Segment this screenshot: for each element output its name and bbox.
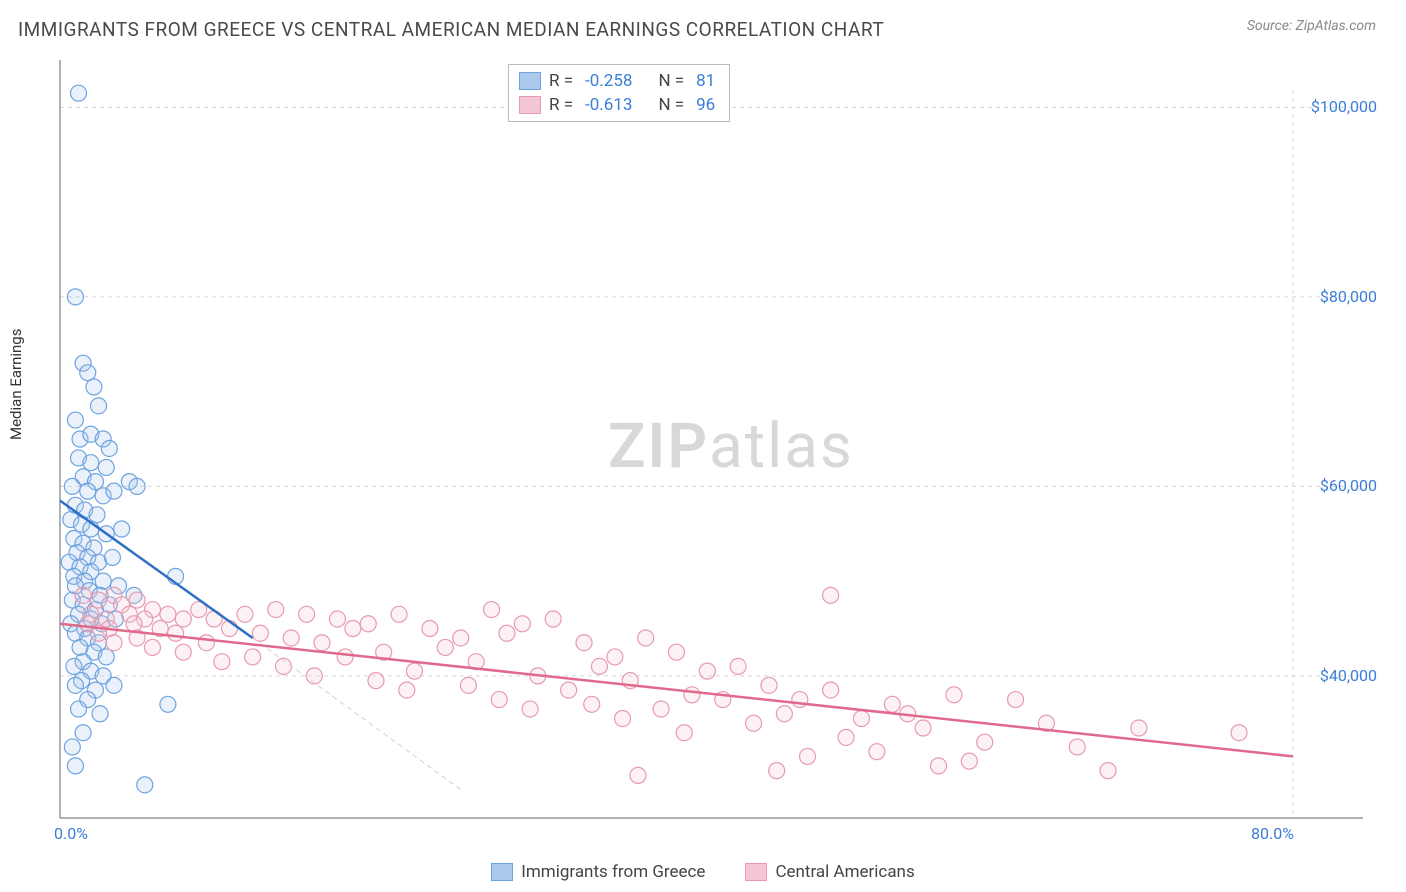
stats-row: R = -0.613 N = 96 bbox=[519, 93, 719, 117]
n-label: N = bbox=[658, 71, 684, 91]
legend-item: Immigrants from Greece bbox=[491, 862, 705, 882]
header: IMMIGRANTS FROM GREECE VS CENTRAL AMERIC… bbox=[0, 0, 1406, 49]
r-label: R = bbox=[549, 71, 573, 91]
source-label: Source: ZipAtlas.com bbox=[1247, 18, 1376, 34]
n-value: 96 bbox=[696, 95, 715, 115]
bottom-legend: Immigrants from Greece Central Americans bbox=[0, 856, 1406, 892]
legend-item: Central Americans bbox=[745, 862, 914, 882]
stats-box: R = -0.258 N = 81 R = -0.613 N = 96 bbox=[508, 64, 730, 122]
y-tick-label: $80,000 bbox=[1297, 287, 1377, 306]
legend-label: Immigrants from Greece bbox=[521, 862, 705, 882]
r-label: R = bbox=[549, 95, 573, 115]
n-label: N = bbox=[658, 95, 684, 115]
x-tick-label: 0.0% bbox=[54, 824, 88, 843]
chart-area: Median Earnings ZIPatlas R =-0.258N =81R… bbox=[48, 60, 1378, 820]
chart-title: IMMIGRANTS FROM GREECE VS CENTRAL AMERIC… bbox=[18, 18, 884, 41]
legend-label: Central Americans bbox=[775, 862, 914, 882]
r-value: -0.258 bbox=[585, 71, 632, 91]
legend-swatch bbox=[745, 863, 767, 881]
scatter-plot bbox=[48, 60, 1378, 820]
y-tick-label: $100,000 bbox=[1297, 97, 1377, 116]
y-tick-label: $60,000 bbox=[1297, 476, 1377, 495]
y-axis-label: Median Earnings bbox=[7, 329, 25, 440]
x-tick-label: 80.0% bbox=[1251, 824, 1294, 843]
n-value: 81 bbox=[696, 71, 715, 91]
stats-row: R = -0.258 N = 81 bbox=[519, 69, 719, 93]
y-tick-label: $40,000 bbox=[1297, 666, 1377, 685]
legend-swatch bbox=[519, 72, 541, 90]
legend-swatch bbox=[519, 96, 541, 114]
legend-swatch bbox=[491, 863, 513, 881]
r-value: -0.613 bbox=[585, 95, 632, 115]
